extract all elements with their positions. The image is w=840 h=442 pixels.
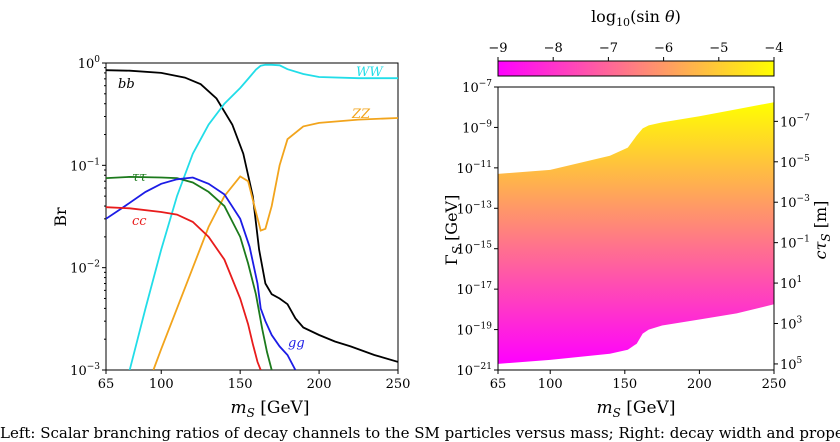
x-tick-label: 150 — [228, 377, 253, 392]
branching-ratio-chart: 65 100 150 200 250 100 10−1 10−2 10−3 bb WW ZZ ττ gg… — [51, 55, 410, 420]
x-tick-label: 200 — [307, 377, 332, 392]
series-label: cc — [132, 214, 147, 229]
y-tick-label: 10−21 — [456, 362, 492, 379]
colorbar-tick-label: −5 — [709, 41, 728, 56]
x-tick-label: 250 — [386, 377, 411, 392]
y-tick-label: 10−13 — [456, 200, 492, 217]
decay-width-chart: −9 −8 −7 −6 −5 −4 log10(sin θ) 65 100 150 200 250… — [442, 7, 833, 420]
x-tick-label: 250 — [762, 377, 787, 392]
series-label: ZZ — [351, 107, 371, 122]
y-right-tick-label: 103 — [780, 316, 803, 333]
colorbar-tick-label: −8 — [544, 41, 563, 56]
x-tick-label: 65 — [98, 377, 115, 392]
series-label: gg — [288, 336, 305, 351]
decay-width-band — [498, 102, 774, 364]
y-right-tick-label: 10−7 — [780, 113, 810, 130]
y-tick-label: 10−3 — [70, 362, 100, 379]
y-tick-label: 10−17 — [456, 281, 492, 298]
series-line — [106, 69, 398, 363]
series-line — [106, 206, 262, 370]
series-line — [106, 175, 273, 370]
colorbar-tick-label: −6 — [654, 41, 673, 56]
colorbar — [497, 60, 775, 77]
series-line — [106, 176, 297, 370]
colorbar-tick-label: −4 — [764, 41, 783, 56]
y-tick-label: 10−7 — [462, 79, 492, 96]
right-x-axis-label: mS [GeV] — [597, 398, 676, 420]
colorbar-tick-label: −9 — [488, 41, 507, 56]
series-label: bb — [118, 77, 135, 92]
colorbar-label: log10(sin θ) — [591, 7, 681, 29]
y-right-tick-label: 10−3 — [780, 194, 810, 211]
y-tick-label: 10−9 — [462, 119, 492, 136]
colorbar-tick-label: −7 — [599, 41, 618, 56]
figure: 65 100 150 200 250 100 10−1 10−2 10−3 bb WW ZZ ττ gg… — [51, 7, 833, 420]
series-label: WW — [356, 65, 384, 80]
y-right-tick-label: 10−1 — [780, 235, 810, 252]
right-y-axis-label-left: ΓS [GeV] — [442, 195, 464, 266]
series-line — [128, 63, 398, 370]
y-tick-label: 10−1 — [70, 157, 100, 174]
left-y-axis-label: Br — [51, 207, 70, 227]
y-tick-label: 100 — [78, 55, 101, 72]
right-plot-frame — [497, 86, 775, 371]
x-tick-label: 100 — [538, 377, 563, 392]
left-x-axis-label: mS [GeV] — [231, 398, 310, 420]
x-tick-label: 150 — [612, 377, 637, 392]
y-right-tick-label: 105 — [780, 356, 803, 373]
right-y-axis-label-right: cτS [m] — [811, 201, 833, 260]
x-tick-label: 100 — [149, 377, 174, 392]
left-plot-frame — [105, 62, 399, 371]
x-tick-label: 65 — [490, 377, 507, 392]
y-right-tick-label: 10−5 — [780, 154, 810, 171]
series-line — [152, 117, 398, 370]
y-right-tick-label: 101 — [780, 275, 802, 292]
series-label: ττ — [132, 170, 147, 185]
y-tick-label: 10−15 — [456, 241, 492, 258]
y-tick-label: 10−2 — [70, 260, 100, 277]
x-tick-label: 200 — [687, 377, 712, 392]
y-tick-label: 10−11 — [456, 160, 492, 177]
figure-caption: Left: Scalar branching ratios of decay c… — [0, 424, 840, 442]
y-tick-label: 10−19 — [456, 322, 492, 339]
